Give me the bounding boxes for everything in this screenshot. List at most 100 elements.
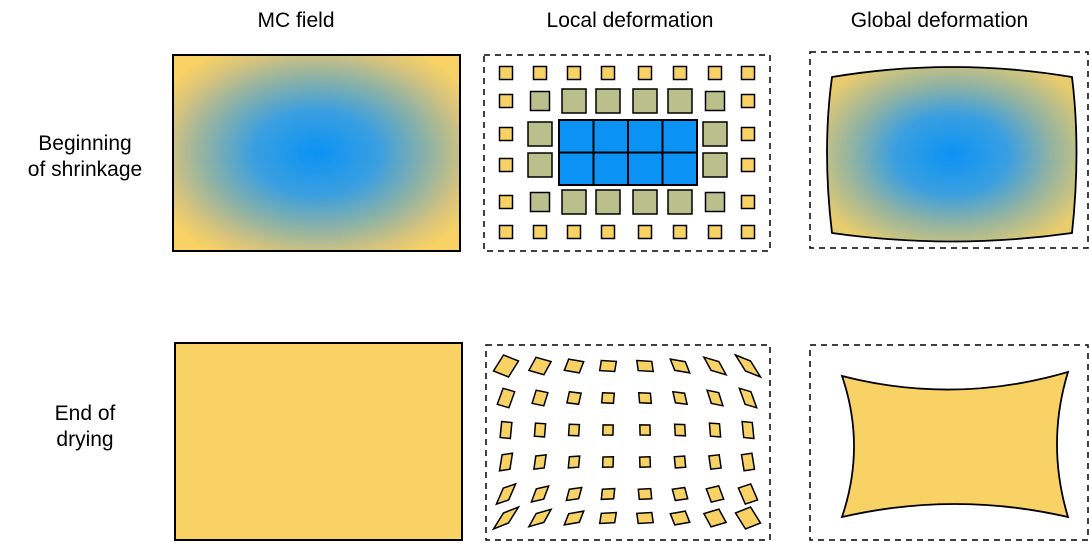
local-cell: [704, 90, 726, 112]
moist-core-cell: [592, 151, 629, 186]
moist-core-cell: [627, 119, 664, 154]
local-cell: [533, 422, 547, 438]
local-cell: [602, 424, 614, 436]
local-cell: [499, 420, 513, 440]
local-cell: [740, 126, 756, 142]
local-cell: [637, 391, 653, 405]
local-cell: [600, 487, 616, 501]
local-cell: [672, 224, 688, 240]
moist-core-cell: [661, 119, 698, 154]
local-cell: [498, 93, 514, 109]
local-cell: [669, 510, 691, 526]
local-cell: [532, 224, 548, 240]
local-cell: [565, 486, 583, 502]
local-cell: [740, 194, 756, 210]
barrel-shape: [826, 66, 1078, 243]
global-deformation-beginning: [809, 51, 1089, 249]
local-cell: [566, 224, 582, 240]
local-cell: [741, 420, 755, 440]
local-cell: [496, 387, 516, 409]
local-cell: [632, 189, 658, 215]
moist-core-cell: [558, 119, 595, 154]
local-cell: [702, 508, 728, 528]
global-deformation-end: [809, 344, 1089, 541]
local-cell: [637, 65, 653, 81]
local-cell: [734, 506, 762, 530]
local-cell: [637, 487, 653, 501]
moist-core-cell: [592, 119, 629, 154]
local-cell: [740, 452, 756, 472]
local-cell: [533, 454, 547, 470]
local-cell: [567, 455, 581, 469]
local-cell: [565, 390, 583, 406]
local-cell: [672, 65, 688, 81]
local-cell: [733, 353, 763, 379]
moist-core-cell: [558, 151, 595, 186]
local-cell: [527, 508, 553, 528]
local-cell: [529, 191, 551, 213]
local-cell: [707, 65, 723, 81]
column-header-local-deformation: Local deformation: [546, 9, 714, 32]
local-cell: [561, 88, 587, 114]
local-deformation-end: [485, 344, 771, 541]
dashed-frame: [809, 344, 1089, 541]
local-cell: [705, 485, 725, 503]
local-cell: [492, 354, 520, 378]
local-cell: [595, 88, 621, 114]
local-cell: [498, 126, 514, 142]
local-cell: [495, 482, 517, 506]
local-cell: [563, 510, 585, 526]
local-cell: [532, 65, 548, 81]
local-cell-grid: [498, 65, 756, 240]
local-cell: [707, 224, 723, 240]
local-cell: [671, 486, 689, 502]
local-cell: [669, 358, 691, 374]
local-cell: [705, 389, 725, 407]
local-cell: [527, 152, 553, 178]
dashed-frame: [809, 51, 1089, 249]
local-cell: [601, 456, 615, 468]
local-cell-grid: [491, 353, 763, 531]
local-cell: [498, 157, 514, 173]
local-cell: [530, 484, 550, 504]
local-cell: [527, 356, 553, 376]
local-cell: [635, 359, 655, 373]
mc-field-end: [174, 342, 463, 541]
local-cell: [498, 224, 514, 240]
local-cell: [740, 93, 756, 109]
local-cell: [600, 224, 616, 240]
local-cell: [567, 423, 581, 437]
mc-field-beginning: [172, 54, 461, 252]
local-cell: [704, 191, 726, 213]
row-label-beginning-line1: Beginning: [38, 132, 132, 155]
local-cell: [667, 189, 693, 215]
local-cell: [702, 355, 728, 377]
local-cell: [637, 224, 653, 240]
row-label-end-of-drying: End of drying: [10, 401, 160, 453]
local-cell: [635, 511, 655, 525]
pincushion-shape: [840, 370, 1070, 519]
local-cell: [667, 88, 693, 114]
local-cell: [529, 90, 551, 112]
local-cell: [600, 65, 616, 81]
local-cell: [702, 121, 728, 147]
local-cell: [531, 389, 549, 407]
local-cell: [595, 189, 621, 215]
local-cell: [708, 422, 722, 438]
local-cell: [708, 453, 722, 471]
local-cell: [600, 391, 616, 405]
local-cell: [740, 65, 756, 81]
local-cell: [740, 157, 756, 173]
moist-core-cell: [627, 151, 664, 186]
row-label-beginning-line2: of shrinkage: [27, 158, 143, 181]
local-cell: [566, 65, 582, 81]
local-cell: [563, 358, 585, 374]
local-cell: [639, 424, 651, 436]
local-deformation-beginning: [483, 54, 771, 252]
local-cell: [561, 189, 587, 215]
local-cell: [598, 511, 618, 525]
dashed-frame: [485, 344, 771, 541]
local-cell: [673, 423, 687, 437]
row-label-end-line1: End of: [54, 402, 116, 425]
